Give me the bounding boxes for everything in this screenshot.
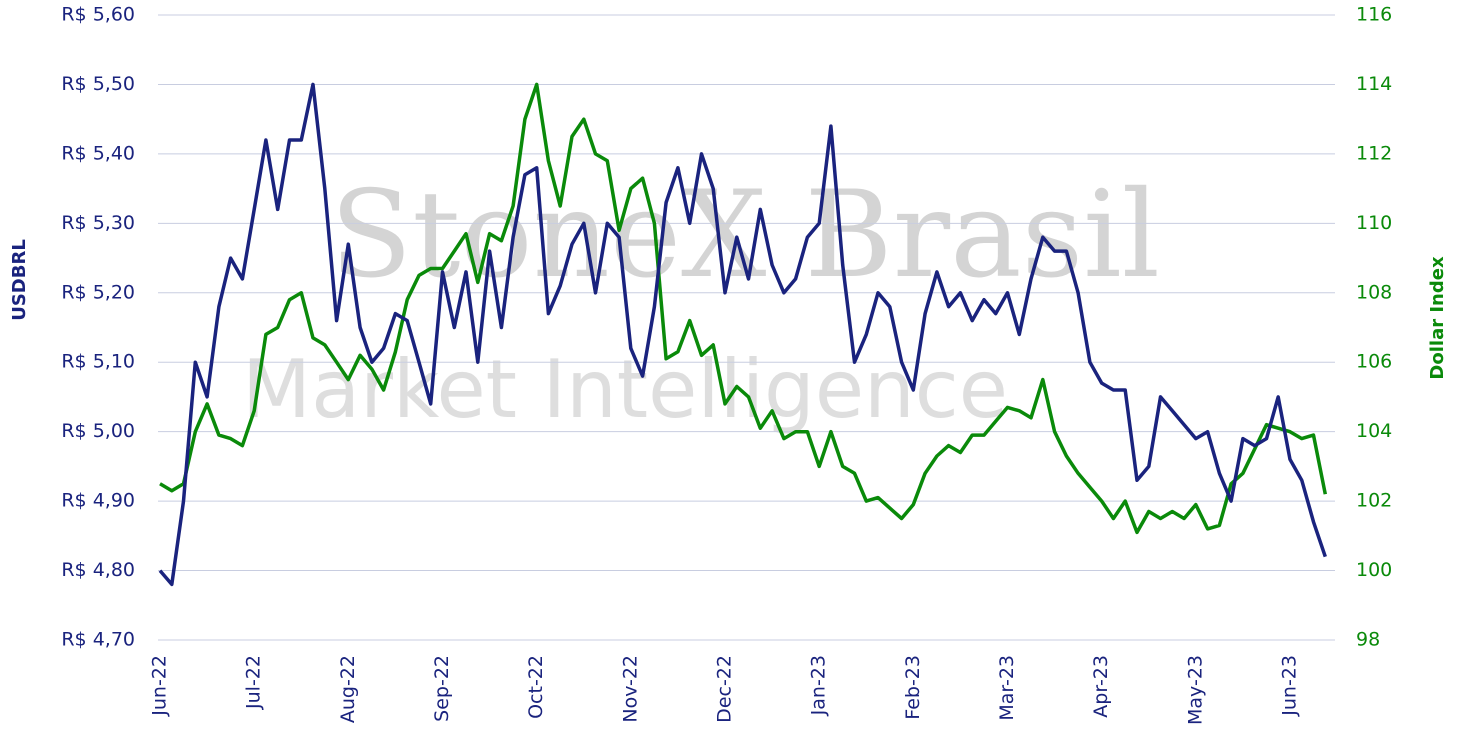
x-tick-label: Jul-22 [243,655,265,710]
y2-tick-label: 108 [1356,281,1392,303]
y-tick-label: R$ 4,80 [61,559,135,581]
y2-tick-label: 98 [1356,629,1380,651]
watermark-line1: StoneX Brasil [330,166,1160,305]
series-line [158,82,1327,587]
x-tick-label: Jan-23 [808,655,830,716]
x-tick-label: Nov-22 [619,655,641,723]
x-tick-label: Aug-22 [337,655,359,723]
x-tick-label: Sep-22 [431,655,453,722]
y2-tick-label: 100 [1356,559,1392,581]
y-tick-label: R$ 5,60 [61,4,135,26]
y2-tick-label: 106 [1356,351,1392,373]
x-tick-label: Jun-22 [149,655,171,717]
x-tick-label: Mar-23 [996,655,1018,721]
x-tick-label: Oct-22 [525,655,547,719]
y2-tick-label: 116 [1356,4,1392,26]
y-axis-title: USDBRL [9,239,30,321]
x-tick-label: Dec-22 [714,655,736,723]
y-tick-label: R$ 5,50 [61,73,135,95]
y-tick-label: R$ 5,30 [61,212,135,234]
y2-tick-label: 102 [1356,490,1392,512]
y2-tick-label: 104 [1356,420,1392,442]
y2-tick-label: 112 [1356,142,1392,164]
x-tick-label: May-23 [1184,655,1206,725]
y-tick-label: R$ 4,70 [61,629,135,651]
y2-axis-title: Dollar Index [1427,256,1448,380]
y-tick-label: R$ 5,00 [61,420,135,442]
x-tick-label: Apr-23 [1090,655,1112,718]
x-tick-label: Feb-23 [902,655,924,720]
series-line [159,82,1328,535]
y2-tick-label: 114 [1356,73,1392,95]
y-tick-label: R$ 4,90 [61,490,135,512]
y-tick-label: R$ 5,40 [61,142,135,164]
y2-tick-label: 110 [1356,212,1392,234]
y-tick-label: R$ 5,20 [61,281,135,303]
watermark-line2: Market Intelligence [242,343,1008,436]
y-tick-label: R$ 5,10 [61,351,135,373]
x-tick-label: Jun-23 [1279,655,1301,717]
